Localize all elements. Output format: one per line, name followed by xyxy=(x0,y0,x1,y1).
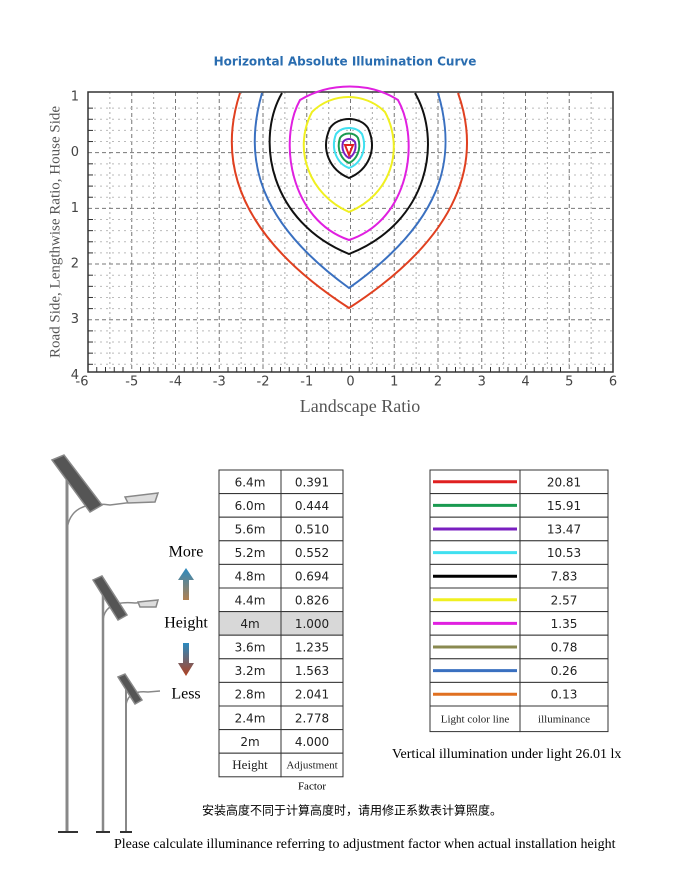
chart-title: Horizontal Absolute Illumination Curve xyxy=(214,55,477,69)
cell-text: Light color line xyxy=(441,713,510,725)
x-tick-label: 4 xyxy=(521,375,529,390)
less-label: Less xyxy=(171,686,200,703)
cell-text: 2.4m xyxy=(235,711,266,725)
cell-text: 3.6m xyxy=(235,641,266,655)
solar-panel xyxy=(116,673,144,706)
cell-text: 0.13 xyxy=(551,688,578,702)
grid: -6 -5 -4 -3 -2 -1 0 1 2 3 4 5 6 1 0 1 2 3 4 xyxy=(71,90,617,390)
x-tick-label: 6 xyxy=(609,375,617,390)
cell-text: 0.391 xyxy=(295,475,329,489)
contour xyxy=(268,92,429,256)
cell-text: 1.235 xyxy=(295,641,329,655)
height-table: 6.4m 0.391 6.0m 0.444 5.6m 0.510 5.2m 0.552 4.8m… xyxy=(218,469,344,778)
cell-text: 2.8m xyxy=(235,688,266,702)
cell-text: illuminance xyxy=(538,713,590,725)
y-tick-label: 3 xyxy=(71,312,79,327)
contour xyxy=(341,138,357,160)
cell-text: 0.552 xyxy=(295,546,329,560)
cell-text: 6.0m xyxy=(235,499,266,513)
cell-text: 2m xyxy=(240,735,259,749)
y-tick-label: 1 xyxy=(71,90,79,105)
x-tick-label: -2 xyxy=(257,375,270,390)
cell-text: 0.510 xyxy=(295,523,329,537)
cell-text: 20.81 xyxy=(547,475,581,489)
y-tick-label: 0 xyxy=(71,145,79,160)
cell-text: Height xyxy=(232,757,268,772)
cell-text: Adjustment xyxy=(286,760,337,772)
cell-text: 2.57 xyxy=(551,593,578,607)
x-tick-label: -1 xyxy=(300,375,313,390)
cell-text: 0.826 xyxy=(295,593,329,607)
cell-text: 3.2m xyxy=(235,664,266,678)
cell-text: 0.78 xyxy=(551,641,578,655)
vertical-note: Vertical illumination under light 26.01 … xyxy=(392,747,621,762)
up-arrow xyxy=(178,568,194,600)
contour xyxy=(230,92,468,310)
table-cell xyxy=(280,752,344,778)
cell-text: 2.778 xyxy=(295,711,329,725)
pole-arm xyxy=(66,499,151,531)
cell-text: 7.83 xyxy=(551,570,578,584)
english-note: Please calculate illuminance referring t… xyxy=(114,837,616,852)
x-tick-label: 0 xyxy=(346,375,354,390)
cell-text: 5.6m xyxy=(235,523,266,537)
cell-text: 5.2m xyxy=(235,546,266,560)
contours xyxy=(230,85,468,310)
y-axis-label: Road Side, Lengthwise Ratio, House Side xyxy=(47,106,63,358)
cell-text: 1.563 xyxy=(295,664,329,678)
contour xyxy=(325,118,373,180)
y-tick-label: 4 xyxy=(71,368,79,383)
contour xyxy=(302,96,395,214)
x-tick-label: 1 xyxy=(390,375,398,390)
contour xyxy=(337,132,361,165)
table-cell xyxy=(429,705,521,733)
cell-text: 4.000 xyxy=(295,735,329,749)
more-label: More xyxy=(169,544,204,561)
x-tick-label: -6 xyxy=(76,375,89,390)
cell-text: 1.35 xyxy=(551,617,578,631)
chinese-note: 安装高度不同于计算高度时，请用修正系数表计算照度。 xyxy=(202,803,502,818)
cell-text: 0.694 xyxy=(295,570,329,584)
cell-text: 6.4m xyxy=(235,475,266,489)
cell-text: 15.91 xyxy=(547,499,581,513)
color-table: 20.81 15.91 13.47 10.53 7.83 2.57 1.35 0.78 0.26… xyxy=(429,469,609,733)
x-tick-label: 5 xyxy=(565,375,573,390)
cell-text: 10.53 xyxy=(547,546,581,560)
cell-text: 0.444 xyxy=(295,499,329,513)
pole-illustration xyxy=(50,454,161,833)
factor-label: Factor xyxy=(298,781,326,793)
y-tick-label: 2 xyxy=(71,257,79,272)
plot-frame xyxy=(87,91,614,373)
height-label: Height xyxy=(164,615,208,632)
lamp xyxy=(136,599,160,608)
cell-text: 4.8m xyxy=(235,570,266,584)
x-tick-label: -3 xyxy=(213,375,226,390)
cell-text: 4.4m xyxy=(235,593,266,607)
table-cell xyxy=(519,705,609,733)
x-tick-label: 3 xyxy=(478,375,486,390)
contour xyxy=(253,92,447,290)
cell-text: 4m xyxy=(240,617,259,631)
cell-text: 13.47 xyxy=(547,523,581,537)
x-tick-label: 2 xyxy=(434,375,442,390)
x-tick-label: -5 xyxy=(125,375,138,390)
cell-text: 1.000 xyxy=(295,617,329,631)
solar-panel xyxy=(91,575,129,622)
contour xyxy=(343,144,355,158)
lamp xyxy=(123,492,160,504)
x-tick-label: -4 xyxy=(169,375,182,390)
cell-text: 0.26 xyxy=(551,664,578,678)
contour xyxy=(332,127,366,170)
down-arrow xyxy=(178,643,194,676)
contour xyxy=(288,85,410,242)
y-tick-label: 1 xyxy=(71,201,79,216)
cell-text: 2.041 xyxy=(295,688,329,702)
solar-panel xyxy=(50,454,104,513)
x-axis-label: Landscape Ratio xyxy=(300,396,420,416)
